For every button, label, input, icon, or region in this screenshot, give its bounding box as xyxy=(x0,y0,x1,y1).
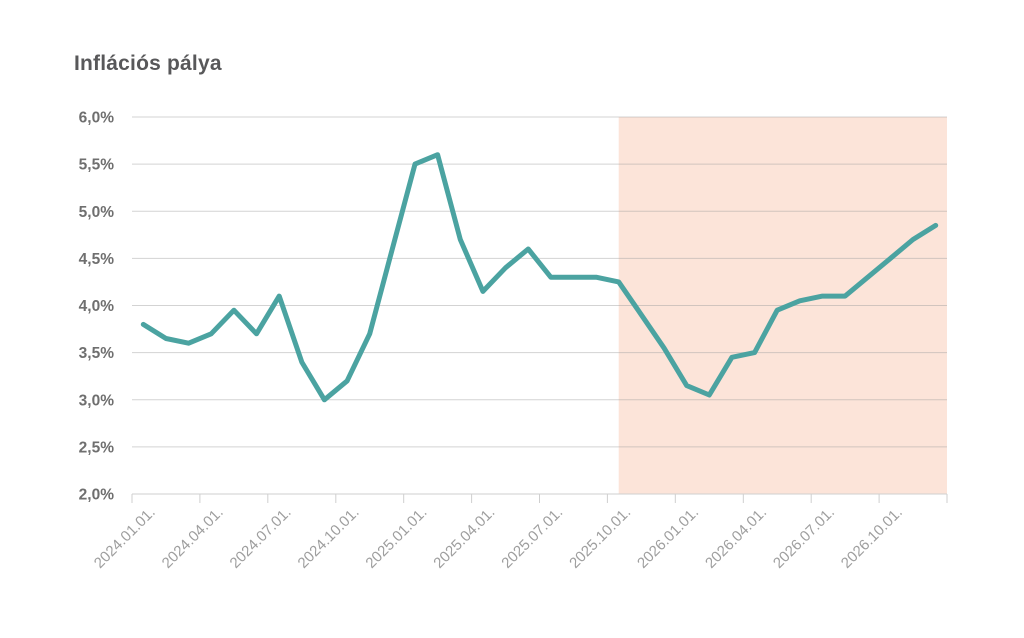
y-axis-label: 4,5% xyxy=(79,251,115,268)
x-axis-label: 2025.07.01. xyxy=(498,504,566,572)
y-axis-label: 5,5% xyxy=(79,157,115,174)
chart-title: Inflációs pálya xyxy=(74,52,222,75)
series-line-inflacios-palya xyxy=(140,152,939,403)
x-axis-label: 2025.01.01. xyxy=(362,504,430,572)
x-axis-label: 2026.01.01. xyxy=(634,504,702,572)
x-axis-label: 2026.04.01. xyxy=(702,504,770,572)
x-axis-label: 2024.01.01. xyxy=(91,504,159,572)
y-axis-label: 3,0% xyxy=(79,392,115,409)
x-axis-label: 2024.04.01. xyxy=(159,504,227,572)
y-axis-label: 2,5% xyxy=(79,439,115,456)
x-axis-label: 2025.04.01. xyxy=(430,504,498,572)
y-axis-label: 2,0% xyxy=(79,487,115,504)
y-axis-label: 6,0% xyxy=(79,110,115,127)
x-axis-label: 2026.10.01. xyxy=(838,504,906,572)
y-axis-label: 5,0% xyxy=(79,204,115,221)
x-axis-label: 2026.07.01. xyxy=(770,504,838,572)
x-axis-label: 2024.07.01. xyxy=(227,504,295,572)
y-axis-label: 3,5% xyxy=(79,345,115,362)
x-axis-label: 2025.10.01. xyxy=(566,504,634,572)
y-axis-label: 4,0% xyxy=(79,298,115,315)
x-axis-label: 2024.10.01. xyxy=(295,504,363,572)
